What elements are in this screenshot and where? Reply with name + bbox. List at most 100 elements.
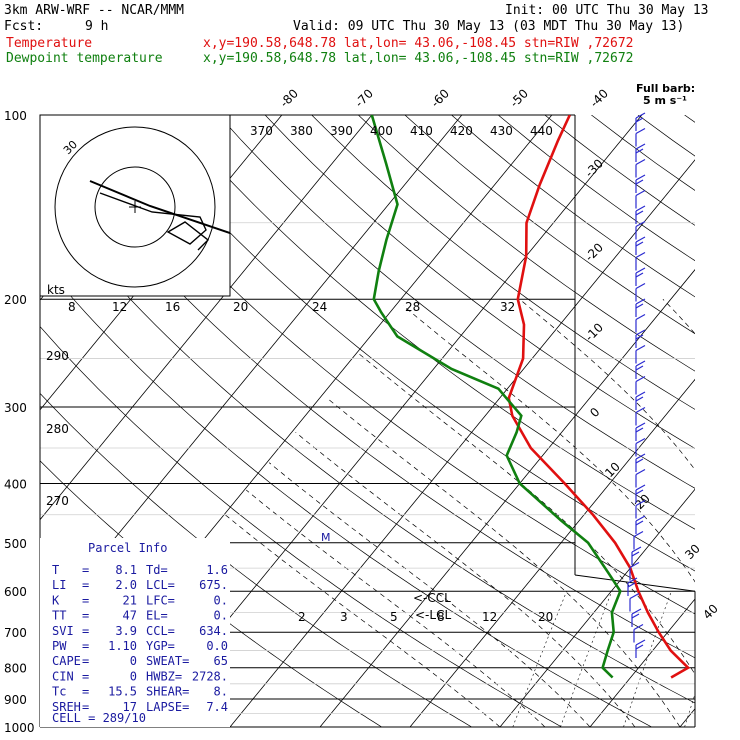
- m-marker: M: [321, 531, 331, 544]
- pressure-label: 200: [4, 293, 27, 307]
- wind-barb-flag: [635, 158, 646, 166]
- parcel-equals: =: [82, 700, 89, 714]
- mixing-ratio-label: 3: [340, 610, 348, 624]
- moist-adiabat: [357, 352, 695, 675]
- parcel-value: 8.1: [115, 563, 137, 577]
- hodograph-speed-label: 28: [405, 300, 420, 314]
- parcel-equals: =: [82, 669, 89, 683]
- pressure-label: 800: [4, 662, 27, 676]
- wind-barb-flag: [635, 241, 644, 247]
- parcel-label: TT: [52, 609, 66, 623]
- pressure-label: 300: [4, 401, 27, 415]
- top-temp-label: -50: [507, 86, 531, 110]
- hodograph-speed-label: 16: [165, 300, 180, 314]
- parcel-label: SHEAR=: [146, 685, 189, 699]
- lcl-marker: <-LCL: [415, 608, 451, 622]
- mixing-ratio-label: 8: [437, 610, 445, 624]
- wind-barb-flag: [633, 623, 644, 631]
- theta-label: 400: [370, 124, 393, 138]
- parcel-value: 0: [130, 669, 137, 683]
- wind-barb-flag: [635, 251, 646, 259]
- theta-label: 440: [530, 124, 553, 138]
- isotherm-line: [229, 159, 695, 727]
- pressure-label: 1000: [4, 721, 35, 735]
- theta-label: 370: [250, 124, 273, 138]
- pressure-label: 100: [4, 109, 27, 123]
- wind-barb-flag: [635, 489, 644, 495]
- hodograph-ring-inner: [94, 166, 176, 248]
- theta-label-left: 290: [46, 349, 69, 363]
- wind-barb-flag: [635, 210, 644, 216]
- pressure-label: 500: [4, 537, 27, 551]
- theta-label: 430: [490, 124, 513, 138]
- wind-barb-flag: [635, 298, 646, 305]
- moist-adiabat: [268, 462, 591, 727]
- wind-barb-flag: [635, 334, 644, 340]
- wind-barb-flag: [635, 282, 646, 290]
- parcel-label: SWEAT=: [146, 654, 189, 668]
- wind-barb-flag: [635, 520, 644, 526]
- wind-barb-flag: [635, 143, 646, 150]
- wind-barb-flag: [631, 613, 640, 619]
- theta-label: 420: [450, 124, 473, 138]
- mixing-ratio-label: 5: [390, 610, 398, 624]
- dewpoint-profile: [370, 115, 622, 679]
- full-barb-label: Full barb:: [636, 82, 695, 95]
- theta-label: 380: [290, 124, 313, 138]
- right-temp-label: 10: [602, 459, 623, 480]
- parcel-value: 7.4: [206, 700, 228, 714]
- top-temp-label: -60: [428, 86, 452, 110]
- theta-label: 390: [330, 124, 353, 138]
- parcel-label: SREH: [52, 700, 81, 714]
- hodograph-inner: 30: [54, 126, 230, 288]
- wind-barb-flag: [635, 427, 644, 433]
- isotherm-line: [409, 378, 695, 727]
- wind-barb-flag: [635, 205, 646, 212]
- parcel-label: PW: [52, 639, 67, 653]
- dry-adiabat: [731, 115, 740, 727]
- parcel-info-background: [40, 538, 230, 727]
- fcst-value: 9 h: [85, 19, 108, 34]
- pressure-label: 900: [4, 693, 27, 707]
- wind-barbs: [627, 112, 646, 658]
- wind-barb-flag: [635, 365, 644, 371]
- moist-adiabat: [224, 514, 501, 727]
- dry-adiabat: [264, 115, 695, 449]
- dry-adiabat: [311, 115, 695, 410]
- temperature-profile: [507, 115, 691, 679]
- parcel-equals: =: [82, 685, 89, 699]
- wind-barb-flag: [635, 437, 646, 445]
- wind-barb-flag: [635, 267, 646, 274]
- wind-barb-flag: [635, 236, 646, 243]
- parcel-label: Tc: [52, 685, 66, 699]
- parcel-value: 1.6: [206, 563, 228, 577]
- wind-barb-flag: [635, 174, 646, 181]
- moist-adiabat: [662, 298, 695, 335]
- wind-barb-flag: [635, 422, 646, 429]
- pressure-label: 400: [4, 477, 27, 491]
- wind-barb-flag: [635, 117, 644, 123]
- wind-barb-flag: [631, 546, 642, 553]
- parcel-value: 0: [130, 654, 137, 668]
- hodograph-speed-label: 12: [112, 300, 127, 314]
- right-temp-label: 30: [682, 541, 703, 562]
- wind-barb-flag: [635, 344, 646, 352]
- parcel-equals: =: [82, 563, 89, 577]
- wind-barb-flag: [635, 303, 644, 309]
- parcel-info-box: Parcel Info T = 8.1 Td= 1.6 LI = 2.0 LCL= 675. K = 2…: [40, 538, 230, 727]
- parcel-equals: =: [82, 593, 89, 607]
- dry-adiabat: [358, 115, 695, 372]
- header: 3km ARW-WRF -- NCAR/MMM Init: 00 UTC Thu…: [4, 3, 709, 107]
- parcel-label: HWBZ=: [146, 669, 182, 683]
- dry-adiabat: [171, 115, 695, 530]
- dewpoint-location: x,y=190.58,648.78 lat,lon= 43.06,-108.45…: [203, 51, 633, 66]
- top-temp-label: -70: [352, 86, 376, 110]
- temperature-legend: Temperature: [6, 36, 92, 51]
- parcel-equals: =: [82, 654, 89, 668]
- temperature-location: x,y=190.58,648.78 lat,lon= 43.06,-108.45…: [203, 36, 633, 51]
- wind-barb-flag: [629, 561, 640, 569]
- parcel-equals: =: [82, 624, 89, 638]
- top-temp-label: -80: [277, 86, 301, 110]
- wind-barb-flag: [635, 639, 646, 646]
